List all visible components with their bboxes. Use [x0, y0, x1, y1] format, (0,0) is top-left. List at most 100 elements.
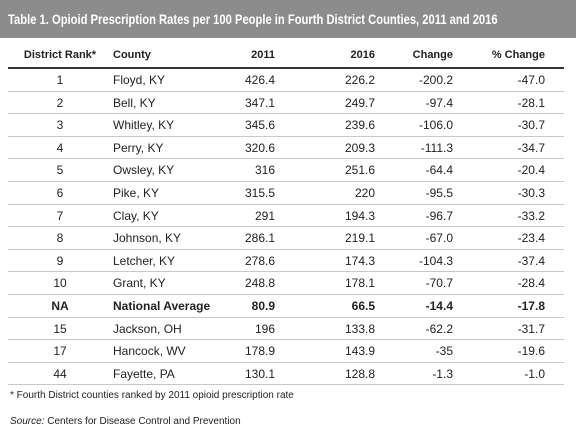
table-cell: 174.3	[344, 253, 375, 268]
table-cell: Bell, KY	[113, 95, 156, 110]
table-cell: -28.1	[517, 95, 545, 110]
table-cell: -33.2	[517, 208, 545, 223]
table-cell: 3	[56, 118, 64, 133]
table-cell: 239.6	[344, 118, 375, 133]
table-cell: -35	[435, 344, 453, 359]
table-cell: 128.8	[344, 366, 375, 381]
table-cell: 196	[254, 321, 275, 336]
table-cell: -37.4	[517, 253, 545, 268]
table-cell: Grant, KY	[113, 276, 166, 291]
table-cell: 8	[56, 231, 64, 246]
table-cell: Whitley, KY	[113, 118, 175, 133]
table-cell: 426.4	[244, 73, 275, 87]
table-cell: -62.2	[425, 321, 453, 336]
table-cell: -67.0	[425, 231, 453, 246]
table-cell: 2016	[350, 49, 375, 61]
table-row: 3 Whitley, KY 345.6 239.6 -106.0 -30.7	[8, 113, 564, 137]
table-cell: -30.7	[517, 118, 545, 133]
table-row: 5 Owsley, KY 316 251.6 -64.4 -20.4	[8, 158, 564, 182]
table-cell: 44	[53, 366, 67, 381]
table-cell: 251.6	[344, 163, 375, 178]
table-row: 7 Clay, KY 291 194.3 -96.7 -33.2	[8, 204, 564, 228]
table-cell: 130.1	[244, 366, 275, 381]
table-cell: 194.3	[344, 208, 375, 223]
table-cell: -1.3	[432, 366, 453, 381]
table-title: Table 1. Opioid Prescription Rates per 1…	[8, 11, 498, 27]
table-cell: -200.2	[418, 73, 453, 87]
table-cell: 291	[254, 208, 275, 223]
table-cell: Owsley, KY	[113, 163, 175, 178]
table-row: 10 Grant, KY 248.8 178.1 -70.7 -28.4	[8, 271, 564, 295]
table-cell: 345.6	[244, 118, 275, 133]
table-cell: 315.5	[244, 186, 275, 200]
title-bar: Table 1. Opioid Prescription Rates per 1…	[0, 0, 576, 38]
table-row: 9 Letcher, KY 278.6 174.3 -104.3 -37.4	[8, 249, 564, 273]
table-cell: -30.3	[517, 186, 545, 200]
table-cell: 7	[56, 208, 64, 223]
table-cell: -64.4	[425, 163, 453, 178]
table-cell: -20.4	[517, 163, 545, 178]
table-cell: NA	[51, 299, 69, 313]
table-cell: 6	[56, 186, 64, 200]
table-row: 15 Jackson, OH 196 133.8 -62.2 -31.7	[8, 317, 564, 341]
table-cell: County	[113, 49, 151, 61]
table-cell: -70.7	[425, 276, 453, 291]
table-cell: 1	[56, 73, 64, 87]
table-cell: 249.7	[344, 95, 375, 110]
table-cell: 286.1	[244, 231, 275, 246]
table-cell: National Average	[113, 299, 211, 313]
table-cell: Letcher, KY	[113, 253, 176, 268]
table-cell: 278.6	[244, 253, 275, 268]
table-cell: 2	[56, 95, 64, 110]
table-cell: -19.6	[517, 344, 545, 359]
table-cell: 17	[53, 344, 67, 359]
table-cell: 133.8	[344, 321, 375, 336]
table-cell: 347.1	[244, 95, 275, 110]
table-cell: 66.5	[351, 299, 375, 313]
table-cell: Clay, KY	[113, 208, 159, 223]
table-cell: 15	[53, 321, 67, 336]
table-cell: -23.4	[517, 231, 545, 246]
table-cell: Perry, KY	[113, 140, 164, 155]
header-row: District Rank* County 2011 2016 Change % Chan…	[8, 44, 564, 69]
table-cell: Jackson, OH	[113, 321, 182, 336]
table-cell: -95.5	[425, 186, 453, 200]
table-cell: 2011	[251, 49, 275, 61]
table-row: 44 Fayette, PA 130.1 128.8 -1.3 -1.0	[8, 362, 564, 386]
table-cell: -17.8	[517, 299, 545, 313]
table-cell: 9	[56, 253, 64, 268]
table-cell: 178.9	[244, 344, 275, 359]
table-cell: -31.7	[517, 321, 545, 336]
table-row: 17 Hancock, WV 178.9 143.9 -35 -19.6	[8, 339, 564, 363]
table-cell: -14.4	[425, 299, 453, 313]
table-cell: 5	[56, 163, 64, 178]
table-cell: Hancock, WV	[113, 344, 186, 359]
table-cell: 143.9	[344, 344, 375, 359]
table-row: 2 Bell, KY 347.1 249.7 -97.4 -28.1	[8, 91, 564, 115]
table-cell: District Rank*	[23, 49, 97, 61]
footnote: * Fourth District counties ranked by 201…	[10, 390, 294, 401]
table-cell: -111.3	[420, 140, 453, 155]
table-cell: 219.1	[344, 231, 375, 246]
table-cell: -104.3	[418, 253, 453, 268]
source-text: Centers for Disease Control and Preventi…	[47, 416, 241, 427]
table-cell: 226.2	[344, 73, 375, 87]
table-cell: -106.0	[418, 118, 453, 133]
table-cell: -97.4	[425, 95, 453, 110]
table-cell: Johnson, KY	[113, 231, 182, 246]
table-cell: 248.8	[244, 276, 275, 291]
table-cell: Floyd, KY	[113, 73, 166, 87]
table-cell: 209.3	[344, 140, 375, 155]
table-cell: 316	[254, 163, 275, 178]
table-row: NA National Average 80.9 66.5 -14.4 -17.8	[8, 294, 564, 318]
table-cell: 220	[354, 186, 375, 200]
table-cell: -1.0	[524, 366, 545, 381]
table-cell: 178.1	[344, 276, 375, 291]
table-cell: Fayette, PA	[113, 366, 175, 381]
table-cell: 10	[53, 276, 67, 291]
table-row: 8 Johnson, KY 286.1 219.1 -67.0 -23.4	[8, 226, 564, 250]
table-cell: -34.7	[517, 140, 545, 155]
table-cell: 4	[56, 140, 64, 155]
table-cell: -28.4	[517, 276, 545, 291]
